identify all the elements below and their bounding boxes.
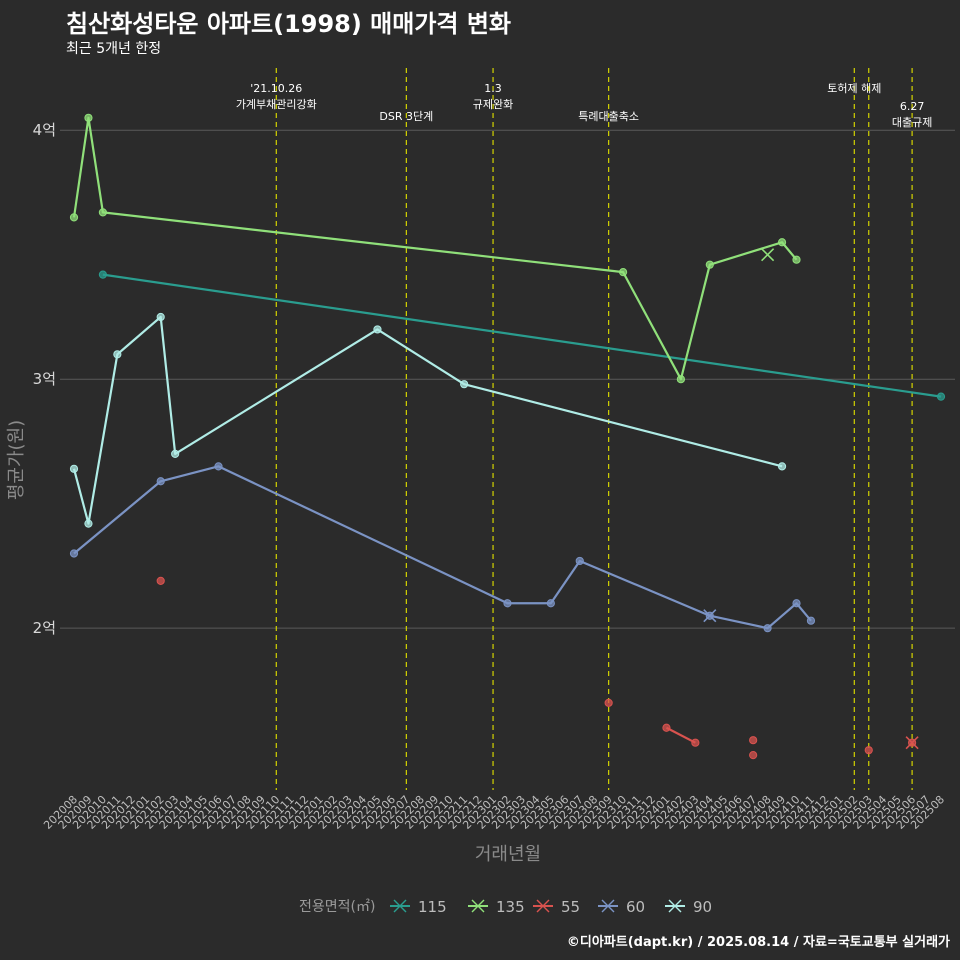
data-point-55 [156, 576, 165, 585]
event-label: 1.3 [484, 82, 502, 95]
data-point-90 [156, 312, 165, 322]
legend-key-90 [668, 899, 682, 913]
series-line-135 [72, 116, 798, 381]
series-line-55 [665, 726, 696, 744]
data-point-135 [676, 375, 686, 384]
data-point-90 [69, 464, 79, 473]
legend: 전용면적(㎡) 115 135 55 60 90 [299, 898, 712, 916]
series-lines [72, 116, 942, 744]
series-line-90 [72, 315, 783, 525]
cross-marker-135 [761, 248, 775, 262]
chart-subtitle: 최근 5개년 한정 [66, 41, 162, 57]
y-tick-label: 3억 [33, 370, 56, 388]
series-points [69, 113, 946, 760]
legend-key-55 [536, 899, 550, 913]
data-point-60 [575, 556, 584, 566]
data-point-55 [749, 751, 758, 760]
legend-key-115 [393, 899, 407, 913]
event-label: 6.27 [900, 100, 925, 113]
data-point-90 [171, 449, 180, 458]
event-label: 대출규제 [892, 116, 932, 129]
data-point-60 [503, 599, 512, 608]
data-point-60 [156, 477, 165, 486]
data-point-55 [864, 746, 873, 755]
data-point-60 [792, 599, 801, 608]
data-point-90 [373, 325, 382, 334]
data-point-90 [460, 380, 469, 389]
legend-key-60 [601, 899, 615, 913]
x-axis-ticks: 2020082020092020102020112020122021012021… [41, 793, 947, 832]
event-label: 토허제 해제 [827, 81, 881, 95]
y-axis-title: 평균가(원) [6, 420, 27, 500]
legend-label-135: 135 [496, 898, 525, 916]
data-point-135 [705, 260, 714, 269]
legend-key-135 [471, 899, 485, 913]
y-tick-label: 4억 [33, 121, 56, 139]
cross-marker-60 [703, 609, 717, 623]
data-point-60 [214, 462, 223, 471]
chart-title: 침산화성타운 아파트(1998) 매매가격 변화 [66, 10, 511, 38]
y-axis-ticks: 2억 3억 4억 [33, 121, 56, 637]
data-point-55 [662, 723, 671, 732]
data-point-55 [604, 698, 613, 707]
source-caption: ©디아파트(dapt.kr) / 2025.08.14 / 자료=국토교통부 실… [566, 935, 950, 950]
data-point-135 [619, 268, 628, 277]
data-point-90 [113, 350, 122, 359]
legend-label-90: 90 [693, 898, 712, 916]
event-label: '21.10.26 [250, 82, 302, 95]
data-point-135 [777, 238, 787, 247]
data-point-60 [69, 549, 79, 558]
series-line-60 [73, 465, 812, 630]
data-point-55 [691, 738, 700, 747]
data-point-60 [763, 624, 772, 633]
x-axis-title: 거래년월 [475, 844, 541, 865]
data-point-135 [84, 113, 93, 122]
y-tick-label: 2억 [33, 619, 56, 637]
event-label: 규제완화 [473, 98, 513, 111]
data-point-55 [749, 736, 758, 745]
event-label: DSR 3단계 [379, 110, 433, 123]
series-line-115 [102, 273, 942, 398]
data-point-115 [98, 270, 108, 279]
data-point-115 [936, 392, 946, 401]
data-point-90 [777, 462, 787, 471]
data-point-135 [792, 255, 801, 264]
data-point-60 [806, 616, 816, 625]
data-point-135 [98, 208, 108, 217]
data-point-60 [546, 599, 555, 608]
legend-title: 전용면적(㎡) [299, 899, 375, 915]
data-point-90 [84, 519, 93, 528]
cross-marker-55 [905, 736, 919, 750]
event-label: 가계부채관리강화 [236, 98, 317, 111]
event-label: 특례대출축소 [578, 110, 639, 123]
legend-label-115: 115 [418, 898, 447, 916]
legend-label-55: 55 [561, 898, 580, 916]
legend-label-60: 60 [626, 898, 645, 916]
grid-lines [60, 129, 955, 629]
data-point-135 [69, 213, 79, 222]
